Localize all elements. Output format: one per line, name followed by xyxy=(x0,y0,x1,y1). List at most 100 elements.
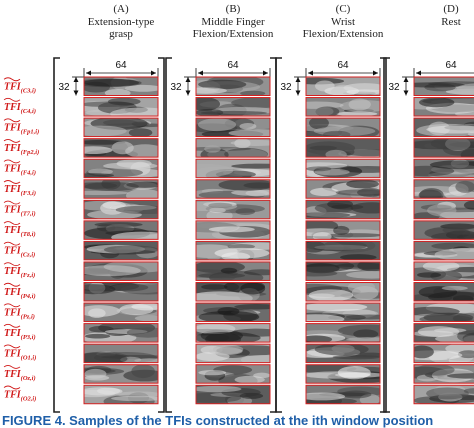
tfi-texture xyxy=(306,138,380,158)
tfi-blob xyxy=(224,147,269,158)
tfi-blob xyxy=(306,101,344,109)
tilde xyxy=(3,180,21,184)
tfi-blob xyxy=(124,84,158,92)
tilde xyxy=(3,159,21,164)
row-label-sub: (F3,i) xyxy=(21,190,36,197)
tfi-border xyxy=(413,302,474,323)
tfi-border xyxy=(83,220,159,240)
tfi-blob xyxy=(196,385,242,393)
tfi-texture xyxy=(196,385,270,404)
tfi-texture xyxy=(196,97,270,117)
row-label-base: TFI xyxy=(4,369,22,380)
tfi-border xyxy=(305,302,381,323)
tfi-image xyxy=(196,241,270,260)
tfi-blob xyxy=(253,372,270,379)
width-label: 64 xyxy=(445,60,457,71)
height-label: 32 xyxy=(58,82,70,93)
tfi-blob xyxy=(84,190,130,196)
tfi-blob xyxy=(208,347,243,356)
tfi-blob xyxy=(419,97,455,108)
row-label-base: TFI xyxy=(4,246,22,257)
tfi-blob xyxy=(315,80,335,92)
tfi-blob xyxy=(196,97,221,111)
tfi-blob xyxy=(306,303,368,312)
tfi-image xyxy=(306,77,380,96)
tfi-border xyxy=(195,384,271,405)
tfi-image xyxy=(84,303,158,322)
tfi-texture xyxy=(306,303,380,322)
column-title: Wrist xyxy=(331,16,355,28)
row-label: TFI(T8,i) xyxy=(4,225,36,238)
tfi-image xyxy=(306,282,380,301)
tfi-image xyxy=(306,385,380,404)
tfi-blob xyxy=(204,145,221,153)
row-label: TFI(Pz,i) xyxy=(4,307,35,320)
bracket-right xyxy=(270,57,277,413)
tfi-image xyxy=(84,364,158,384)
row-label: TFI(Fp2,i) xyxy=(4,143,39,156)
tfi-image xyxy=(306,159,380,178)
tfi-texture xyxy=(306,118,380,137)
tfi-blob xyxy=(345,314,380,320)
tilde xyxy=(3,241,21,246)
tfi-blob xyxy=(309,118,329,130)
tfi-blob xyxy=(85,333,111,339)
tfi-blob xyxy=(441,286,468,291)
tfi-blob xyxy=(446,373,474,379)
tfi-texture xyxy=(414,303,474,322)
tfi-blob xyxy=(306,314,345,322)
tfi-blob xyxy=(430,270,463,281)
tfi-blob xyxy=(200,110,267,116)
column-title: Middle Finger xyxy=(201,16,265,28)
tfi-image xyxy=(414,220,474,240)
tfi-border xyxy=(195,97,271,117)
row-label-base: TFI xyxy=(4,81,22,92)
tfi-blob xyxy=(426,387,469,400)
column-letter: (B) xyxy=(226,3,241,15)
tfi-blob xyxy=(103,245,158,255)
tfi-border xyxy=(413,343,474,364)
tfi-texture xyxy=(196,179,270,199)
tfi-image xyxy=(196,138,270,158)
height-label: 32 xyxy=(388,82,400,93)
tfi-blob xyxy=(347,282,375,293)
tfi-blob xyxy=(306,392,346,401)
tfi-blob xyxy=(119,303,154,315)
tfi-blob xyxy=(84,173,115,178)
tfi-border xyxy=(413,282,474,302)
tfi-blob xyxy=(306,241,367,252)
tfi-blob xyxy=(231,189,270,196)
tfi-image xyxy=(84,261,158,281)
tfi-image xyxy=(306,97,380,117)
tfi-texture xyxy=(196,159,270,178)
tfi-blob xyxy=(111,231,158,240)
tfi-texture xyxy=(84,303,158,322)
tfi-blob xyxy=(306,270,338,277)
tfi-border xyxy=(413,117,474,138)
row-label-base: TFI xyxy=(4,205,22,216)
tfi-blob xyxy=(125,188,158,199)
tfi-blob xyxy=(337,366,371,380)
tfi-border xyxy=(195,199,271,220)
tfi-image xyxy=(196,282,270,301)
tfi-border xyxy=(195,240,271,261)
arrow-head xyxy=(416,70,421,76)
tilde xyxy=(3,365,21,369)
tfi-image xyxy=(196,303,270,322)
column-letter: (D) xyxy=(443,3,459,15)
row-label-base: TFI xyxy=(4,225,22,236)
tfi-blob xyxy=(240,282,266,295)
tfi-blob xyxy=(314,344,369,356)
row-label: TFI(P4,i) xyxy=(4,287,36,300)
row-label: TFI(O2,i) xyxy=(4,390,36,403)
tfi-blob xyxy=(309,145,338,151)
tfi-blob xyxy=(115,205,158,215)
tfi-texture xyxy=(414,118,474,137)
tfi-border xyxy=(413,179,474,199)
tfi-border xyxy=(413,261,474,281)
tfi-image xyxy=(414,179,474,199)
tfi-texture xyxy=(196,220,270,240)
tfi-blob xyxy=(196,331,261,343)
tfi-blob xyxy=(110,107,158,117)
tfi-border xyxy=(83,138,159,158)
